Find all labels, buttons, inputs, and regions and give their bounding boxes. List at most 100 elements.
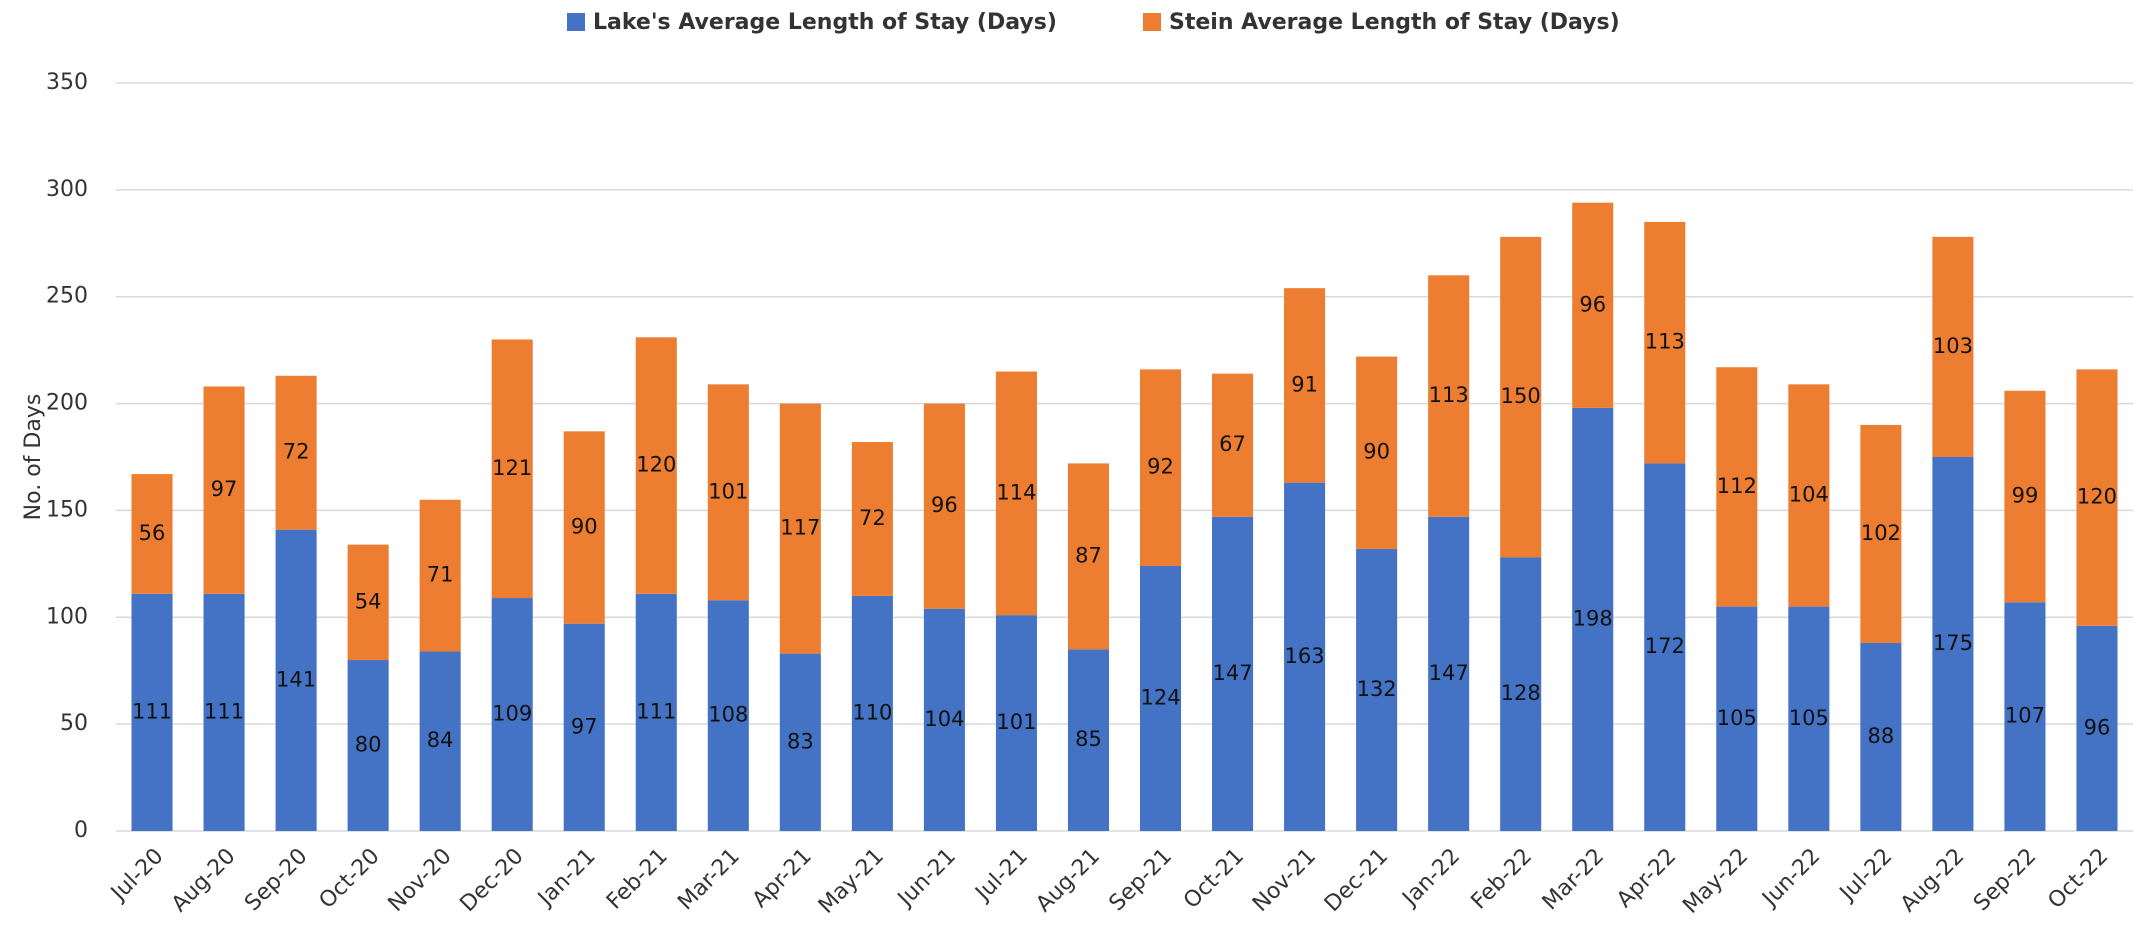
bar-segment bbox=[347, 544, 389, 661]
value-label: 92 bbox=[1147, 455, 1174, 479]
value-label: 83 bbox=[787, 729, 814, 753]
value-label: 109 bbox=[492, 702, 532, 726]
bar-segment bbox=[779, 653, 821, 831]
bar-segment bbox=[1356, 548, 1398, 831]
y-tick-label: 150 bbox=[46, 497, 88, 522]
value-label: 71 bbox=[427, 563, 454, 587]
bar-segment bbox=[995, 615, 1037, 831]
value-label: 172 bbox=[1645, 634, 1685, 658]
x-tick-label: Dec-20 bbox=[455, 844, 528, 917]
value-label: 107 bbox=[2005, 704, 2045, 728]
bar-segment bbox=[419, 499, 461, 652]
x-tick-label: Mar-22 bbox=[1538, 844, 1609, 915]
value-label: 96 bbox=[1579, 292, 1606, 316]
bar-segment bbox=[1139, 565, 1182, 831]
x-tick-label: Jul-21 bbox=[970, 844, 1033, 907]
value-label: 97 bbox=[571, 714, 598, 738]
bar-segment bbox=[1212, 516, 1254, 831]
x-tick-label: Jul-22 bbox=[1834, 844, 1897, 907]
bar-segment bbox=[851, 595, 893, 831]
y-tick-label: 50 bbox=[60, 711, 88, 736]
value-label: 124 bbox=[1140, 685, 1180, 709]
bar-segment bbox=[203, 593, 245, 831]
value-label: 84 bbox=[427, 728, 454, 752]
legend-swatch bbox=[567, 13, 585, 31]
y-tick-label: 0 bbox=[74, 818, 88, 843]
bar-segment bbox=[131, 474, 173, 594]
value-label: 67 bbox=[1219, 432, 1246, 456]
y-tick-label: 350 bbox=[46, 70, 88, 95]
x-tick-label: Sep-21 bbox=[1105, 844, 1177, 916]
bar-segment bbox=[563, 623, 605, 831]
y-axis-title: No. of Days bbox=[21, 394, 46, 521]
bar-segment bbox=[923, 403, 965, 609]
bar-segment bbox=[1716, 367, 1758, 607]
x-tick-label: May-21 bbox=[814, 844, 889, 919]
x-tick-label: Nov-20 bbox=[384, 844, 457, 917]
bar-segment bbox=[1284, 288, 1326, 483]
value-label: 141 bbox=[276, 667, 316, 691]
value-label: 104 bbox=[924, 707, 964, 731]
value-label: 101 bbox=[708, 479, 748, 503]
bar-segment bbox=[1428, 275, 1470, 517]
value-label: 108 bbox=[708, 703, 748, 727]
bar-segment bbox=[1572, 202, 1614, 408]
bar-segment bbox=[1716, 606, 1758, 831]
x-tick-label: Feb-22 bbox=[1467, 844, 1538, 915]
x-tick-label: Jun-22 bbox=[1757, 844, 1826, 913]
value-label: 150 bbox=[1501, 384, 1541, 408]
value-label: 87 bbox=[1075, 543, 1102, 567]
bar-segment bbox=[419, 651, 461, 831]
legend-label: Lake's Average Length of Stay (Days) bbox=[593, 10, 1057, 35]
x-tick-label: Oct-20 bbox=[315, 844, 385, 914]
value-label: 88 bbox=[1868, 724, 1895, 748]
x-tick-label: Sep-22 bbox=[1969, 844, 2041, 916]
bar-segment bbox=[1139, 369, 1182, 566]
bar-segment bbox=[1500, 236, 1542, 558]
bar-segment bbox=[1428, 516, 1470, 831]
x-tick-label: May-22 bbox=[1678, 844, 1753, 919]
x-tick-label: Sep-20 bbox=[240, 844, 312, 916]
bar-segment bbox=[2076, 625, 2118, 831]
y-tick-label: 250 bbox=[46, 284, 88, 309]
value-label: 110 bbox=[852, 700, 892, 724]
bar-segment bbox=[635, 337, 677, 594]
bar-segment bbox=[1067, 463, 1110, 650]
value-label: 128 bbox=[1501, 681, 1541, 705]
x-tick-label: Oct-22 bbox=[2043, 844, 2113, 914]
value-label: 97 bbox=[211, 477, 238, 501]
value-label: 132 bbox=[1357, 677, 1397, 701]
legend-label: Stein Average Length of Stay (Days) bbox=[1169, 10, 1620, 35]
x-tick-label: Jan-21 bbox=[532, 844, 600, 912]
bar-segment bbox=[707, 384, 749, 601]
value-label: 85 bbox=[1075, 727, 1102, 751]
value-label: 112 bbox=[1717, 474, 1757, 498]
bar-segment bbox=[923, 608, 965, 831]
bar-segment bbox=[851, 442, 893, 596]
value-label: 175 bbox=[1933, 631, 1973, 655]
bar-segment bbox=[275, 529, 317, 831]
bar-segment bbox=[635, 593, 677, 831]
value-label: 101 bbox=[996, 710, 1036, 734]
bar-segment bbox=[779, 403, 821, 654]
bar-segment bbox=[2076, 369, 2118, 626]
legend-swatch bbox=[1143, 13, 1161, 31]
bar-segment bbox=[1932, 457, 1974, 831]
x-tick-label: Aug-20 bbox=[167, 844, 240, 917]
value-label: 120 bbox=[2077, 485, 2117, 509]
bar-segment bbox=[707, 600, 749, 831]
x-tick-label: Dec-21 bbox=[1320, 844, 1393, 917]
bar-segment bbox=[1644, 221, 1686, 464]
value-label: 147 bbox=[1429, 661, 1469, 685]
bar-segment bbox=[2004, 602, 2046, 831]
y-tick-label: 300 bbox=[46, 177, 88, 202]
value-label: 147 bbox=[1213, 661, 1253, 685]
x-tick-label: Apr-22 bbox=[1612, 844, 1681, 913]
x-tick-label: Feb-21 bbox=[602, 844, 673, 915]
value-label: 105 bbox=[1717, 706, 1757, 730]
value-label: 113 bbox=[1429, 383, 1469, 407]
x-tick-label: Jan-22 bbox=[1397, 844, 1465, 912]
bar-segment bbox=[563, 431, 605, 624]
value-label: 96 bbox=[931, 493, 958, 517]
